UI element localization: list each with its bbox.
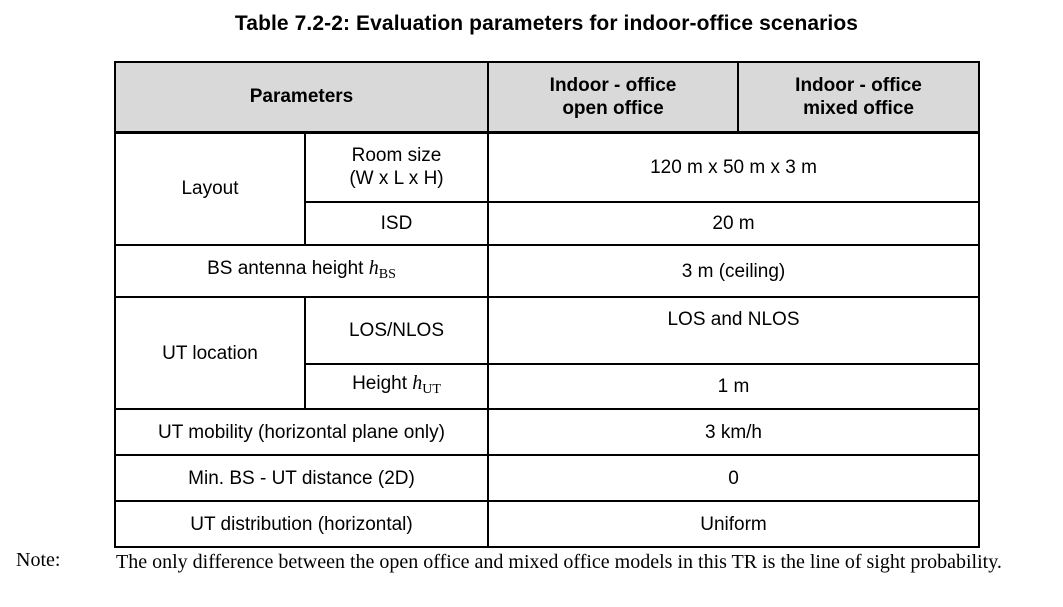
table-row-ut-height: Height hUT 1 m bbox=[115, 363, 980, 410]
room-size-value: 120 m x 50 m x 3 m bbox=[487, 131, 980, 203]
ut-location-label: UT location bbox=[114, 296, 306, 410]
table-row-layout-room-size: Layout Room size (W x L x H) 120 m x 50 … bbox=[114, 131, 980, 246]
table-row-layout-isd: ISD 20 m bbox=[115, 201, 980, 246]
ut-mobility-value: 3 km/h bbox=[487, 408, 980, 456]
isd-value: 20 m bbox=[487, 201, 980, 246]
note-text: The only difference between the open off… bbox=[116, 551, 1002, 573]
ut-height-label-text: Height bbox=[352, 373, 413, 394]
isd-label: ISD bbox=[304, 201, 489, 246]
min-distance-value: 0 bbox=[487, 454, 980, 502]
bs-antenna-value: 3 m (ceiling) bbox=[487, 244, 980, 298]
ut-height-value: 1 m bbox=[487, 363, 980, 410]
table-row-bs-antenna: BS antenna height hBS 3 m (ceiling) bbox=[114, 244, 980, 298]
bs-antenna-label-text: BS antenna height bbox=[207, 257, 369, 279]
ut-distribution-label: UT distribution (horizontal) bbox=[114, 500, 489, 548]
header-mixed-office: Indoor - office mixed office bbox=[737, 61, 980, 134]
table-row-ut-distribution: UT distribution (horizontal) Uniform bbox=[114, 500, 980, 548]
los-nlos-label: LOS/NLOS bbox=[304, 296, 489, 365]
table-title: Table 7.2-2: Evaluation parameters for i… bbox=[234, 12, 859, 35]
header-open-office-line1: Indoor - office bbox=[549, 74, 677, 96]
room-size-line2: (W x L x H) bbox=[349, 168, 444, 190]
evaluation-parameters-table: Parameters Indoor - office open office I… bbox=[114, 61, 980, 548]
room-size-line1: Room size bbox=[351, 145, 442, 167]
header-mixed-office-line2: mixed office bbox=[803, 97, 914, 119]
min-distance-label: Min. BS - UT distance (2D) bbox=[114, 454, 489, 502]
table-header-row: Parameters Indoor - office open office I… bbox=[114, 61, 980, 134]
header-open-office-line2: open office bbox=[562, 97, 664, 119]
layout-label: Layout bbox=[114, 131, 306, 246]
header-open-office: Indoor - office open office bbox=[487, 61, 739, 134]
bs-antenna-subscript: BS bbox=[378, 266, 396, 282]
ut-height-subscript: UT bbox=[422, 382, 441, 397]
ut-distribution-value: Uniform bbox=[487, 500, 980, 548]
los-nlos-value: LOS and NLOS bbox=[487, 296, 980, 365]
note-label: Note: bbox=[16, 549, 61, 571]
table-row-ut-mobility: UT mobility (horizontal plane only) 3 km… bbox=[114, 408, 980, 456]
ut-height-label: Height hUT bbox=[304, 363, 489, 410]
header-parameters: Parameters bbox=[114, 61, 489, 134]
bs-antenna-label: BS antenna height hBS bbox=[114, 244, 489, 298]
bs-antenna-symbol: h bbox=[368, 256, 379, 279]
table-row-ut-location-los: UT location LOS/NLOS LOS and NLOS bbox=[114, 296, 980, 410]
header-mixed-office-line1: Indoor - office bbox=[795, 74, 922, 96]
ut-mobility-label: UT mobility (horizontal plane only) bbox=[114, 408, 489, 456]
table-row-min-distance: Min. BS - UT distance (2D) 0 bbox=[114, 454, 980, 502]
room-size-label: Room size (W x L x H) bbox=[304, 131, 489, 203]
ut-height-symbol: h bbox=[412, 372, 423, 394]
